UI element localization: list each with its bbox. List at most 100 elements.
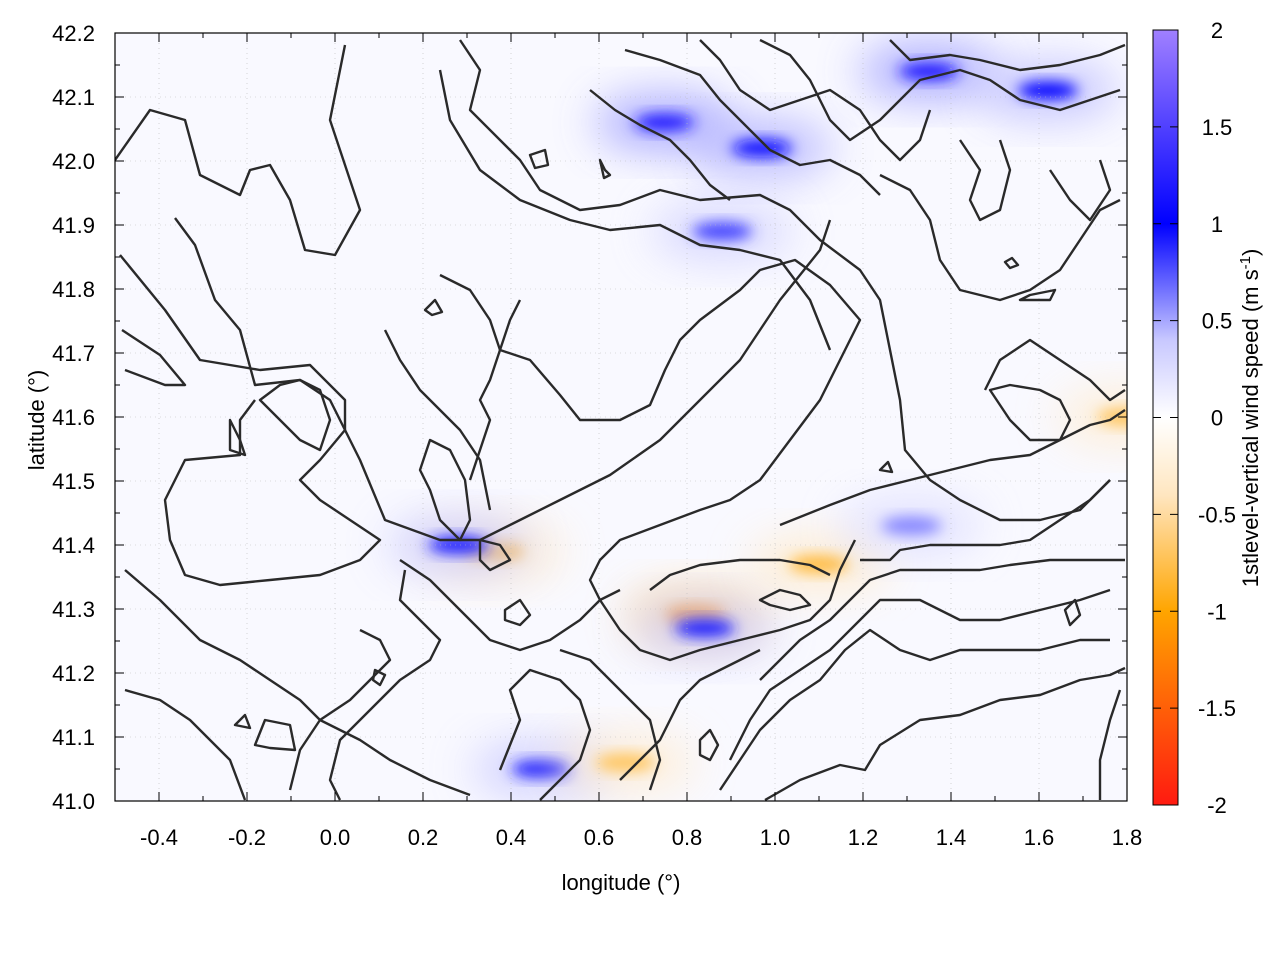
contour-line (1018, 288, 1057, 302)
contour-line (649, 558, 831, 591)
contour-line (889, 39, 1126, 72)
colorbar-tick-label: 2 (1211, 18, 1223, 43)
x-axis-label: longitude (°) (562, 870, 681, 895)
contour-line (371, 668, 387, 687)
y-tick-label: 41.9 (52, 213, 95, 238)
heatmap-hotspot (899, 62, 959, 81)
colorbar-ticks: 2 1.5 1 0.5 0 -0.5 -1 -1.5 -2 (1153, 18, 1236, 818)
y-axis-label: latitude (°) (24, 370, 49, 471)
colorbar-tick-label: -1.5 (1198, 696, 1236, 721)
x-tick-label: 0.6 (584, 825, 615, 850)
heatmap-hotspot (789, 555, 849, 574)
contour-line (253, 718, 297, 752)
contour-line (124, 569, 471, 797)
y-tick-label: 41.4 (52, 533, 95, 558)
contour-line (624, 48, 881, 196)
colorbar-tick-label: -2 (1207, 793, 1227, 818)
contour-line (983, 338, 1126, 402)
grid (115, 32, 1128, 802)
contour-line (1049, 159, 1112, 222)
y-tick-label: 41.2 (52, 661, 95, 686)
x-tick-label: -0.4 (140, 825, 178, 850)
contour-line (438, 69, 832, 351)
contour-line (719, 628, 1110, 791)
heatmap-hotspot (674, 619, 735, 638)
contour-line (728, 588, 1111, 761)
contour-line (559, 648, 662, 791)
contour-line (589, 89, 731, 201)
contour-line (423, 298, 444, 317)
contour-line (228, 418, 247, 457)
heatmap-hotspot (635, 113, 695, 132)
contour-line (258, 378, 332, 452)
contour-line (399, 559, 621, 652)
contour-line (1063, 598, 1082, 627)
x-tick-label: 0.8 (672, 825, 703, 850)
colorbar-tick-label: 1.5 (1202, 115, 1233, 140)
contour-line (759, 38, 1121, 142)
contour-line (879, 173, 1121, 302)
contour-line (759, 558, 1125, 681)
heatmap-halo (1057, 389, 1127, 445)
contour-line (288, 628, 392, 791)
x-tick-label: 0.2 (408, 825, 439, 850)
contour-line (598, 158, 612, 180)
contour-line (959, 139, 1012, 222)
heatmap-hotspot (595, 753, 656, 772)
contour-line (468, 299, 522, 481)
contour-line (439, 258, 862, 662)
contour-line (124, 688, 247, 801)
y-tick-label: 42.1 (52, 85, 95, 110)
colorbar-label-superscript: -1 (1237, 256, 1254, 269)
contour-line (1098, 689, 1122, 800)
x-axis: -0.4 -0.2 0.0 0.2 0.4 0.6 0.8 1.0 1.2 1.4 1.6 1.8 (114, 33, 1142, 850)
contour-line (860, 479, 1111, 562)
contour-line (1003, 256, 1020, 270)
x-tick-label: 0.4 (496, 825, 527, 850)
x-tick-label: -0.2 (228, 825, 266, 850)
contour-line (121, 328, 187, 387)
contour-line (528, 148, 550, 170)
contour-line (328, 569, 442, 801)
contour-line (764, 666, 1126, 801)
contour-line (115, 44, 362, 257)
contour-line (119, 254, 382, 587)
contour-line (498, 668, 592, 801)
y-tick-label: 41.5 (52, 469, 95, 494)
contour-line (478, 538, 512, 572)
y-tick-label: 42.2 (52, 21, 95, 46)
y-tick-label: 41.3 (52, 597, 95, 622)
x-tick-label: 1.0 (760, 825, 791, 850)
y-tick-label: 42.0 (52, 149, 95, 174)
heatmap-hotspot (1017, 81, 1078, 100)
y-tick-label: 41.1 (52, 725, 95, 750)
colorbar-tick-label: -1 (1207, 599, 1227, 624)
x-tick-label: 0.0 (320, 825, 351, 850)
contour-line (988, 383, 1072, 442)
colorbar-label: 1stlevel-vertical wind speed (m s-1) (1237, 249, 1263, 588)
y-tick-label: 41.8 (52, 277, 95, 302)
contour-line (758, 588, 812, 612)
x-tick-label: 1.2 (848, 825, 879, 850)
colorbar-tick-label: 0.5 (1202, 309, 1233, 334)
contour-line (698, 728, 720, 762)
contour-line (878, 460, 894, 474)
contour-line (383, 329, 492, 511)
x-tick-label: 1.4 (936, 825, 967, 850)
contour-line (418, 438, 472, 542)
contour-line (459, 39, 1111, 522)
contour-line (779, 409, 1126, 527)
terrain-contours (115, 38, 1126, 801)
contour-line (503, 598, 532, 627)
heatmap-hotspot (881, 516, 942, 535)
contour-line (619, 648, 761, 781)
y-tick-label: 41.7 (52, 341, 95, 366)
colorbar-tick-label: -0.5 (1198, 502, 1236, 527)
contour-line (233, 713, 252, 730)
colorbar-label-main: 1stlevel-vertical wind speed (m s (1238, 269, 1263, 587)
colorbar-label-end: ) (1238, 249, 1263, 256)
heatmap-hotspot (692, 222, 753, 241)
x-tick-label: 1.6 (1024, 825, 1055, 850)
contour-line (699, 39, 932, 162)
